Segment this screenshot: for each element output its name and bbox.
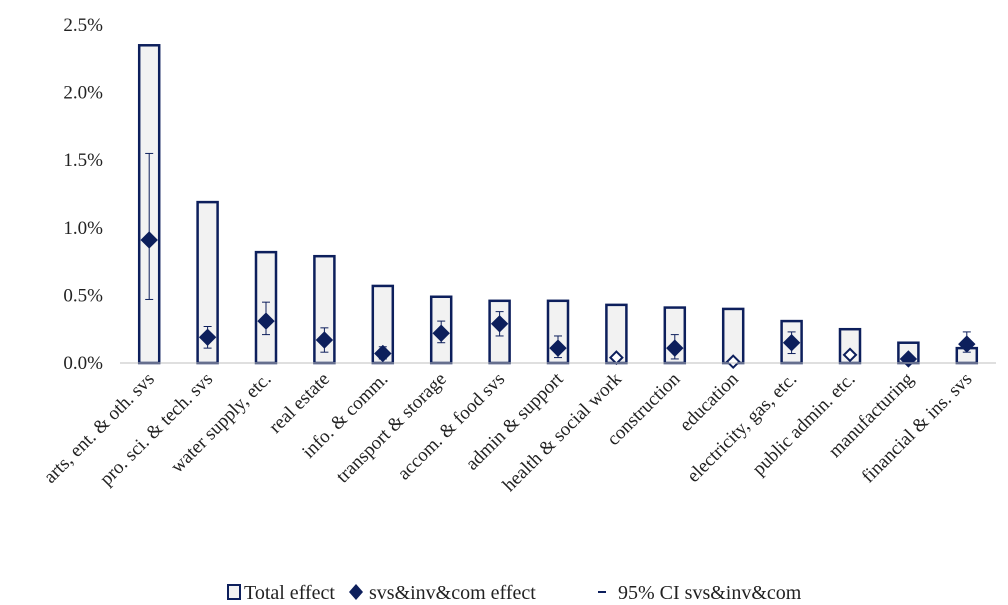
category-label: water supply, etc. xyxy=(167,369,276,478)
marker-svs-effect xyxy=(140,231,158,249)
marker-svs-effect-insignificant xyxy=(842,347,858,363)
y-tick-label: 2.5% xyxy=(63,15,103,36)
category-label: electricity, gas, etc. xyxy=(683,369,801,487)
marker-svs-effect xyxy=(374,344,392,363)
category-label: accom. & food svs xyxy=(394,369,510,485)
y-tick-label: 2.0% xyxy=(63,83,103,104)
legend-svs-label: svs&inv&com effect xyxy=(369,582,536,604)
marker-svs-effect xyxy=(315,331,334,349)
markers xyxy=(140,231,976,370)
marker-svs-effect xyxy=(432,324,450,342)
y-axis: 0.0% 0.5% 1.0% 1.5% 2.0% 2.5% xyxy=(63,15,103,374)
y-tick-label: 1.5% xyxy=(63,150,103,171)
category-label: arts, ent. & oth. svs xyxy=(40,369,159,488)
marker-svs-effect-insignificant xyxy=(608,350,624,366)
category-label: transport & storage xyxy=(332,369,451,488)
y-tick-label: 0.0% xyxy=(63,353,103,374)
ci-errorbar xyxy=(145,152,154,300)
legend: Total effect svs&inv&com effect 95% CI s… xyxy=(227,582,802,604)
marker-svs-effect-insignificant xyxy=(725,354,741,370)
marker-svs-effect xyxy=(782,334,801,352)
marker-svs-effect xyxy=(198,328,217,347)
y-tick-label: 0.5% xyxy=(63,285,103,306)
marker-svs-effect xyxy=(490,315,509,333)
legend-svs-swatch xyxy=(349,584,363,600)
legend-total-label: Total effect xyxy=(244,582,335,604)
category-label: public admin. etc. xyxy=(748,369,859,480)
legend-total-swatch xyxy=(227,584,241,600)
marker-svs-effect xyxy=(549,339,567,357)
marker-svs-effect xyxy=(257,312,275,330)
y-tick-label: 1.0% xyxy=(63,218,103,239)
category-label: financial & ins. svs xyxy=(858,369,977,488)
marker-svs-effect xyxy=(666,339,684,357)
legend-ci-label: 95% CI svs&inv&com xyxy=(618,582,802,604)
marker-svs-effect xyxy=(958,335,976,353)
bars xyxy=(137,44,979,365)
